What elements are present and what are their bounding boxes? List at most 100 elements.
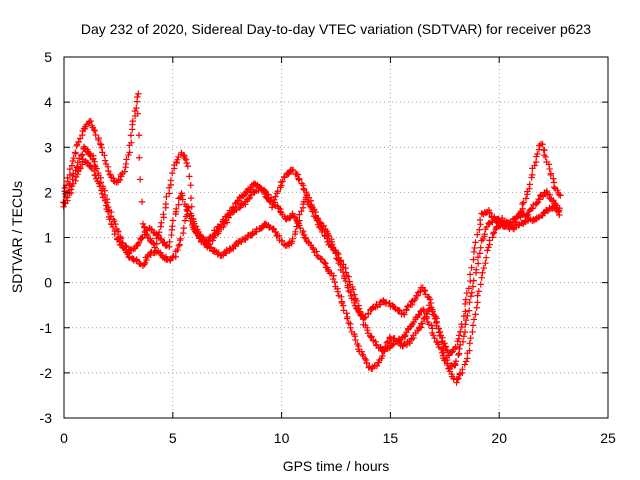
data-point bbox=[135, 90, 142, 97]
data-point bbox=[64, 194, 71, 201]
x-tick-label: 20 bbox=[491, 430, 507, 446]
data-point bbox=[266, 197, 273, 204]
data-point bbox=[469, 322, 477, 329]
data-point bbox=[439, 334, 446, 341]
data-point bbox=[96, 140, 104, 148]
chart-title: Day 232 of 2020, Sidereal Day-to-day VTE… bbox=[81, 21, 591, 37]
data-point bbox=[474, 260, 482, 267]
data-point bbox=[518, 219, 526, 227]
data-points bbox=[59, 90, 564, 386]
data-point bbox=[472, 239, 479, 246]
data-point bbox=[476, 216, 484, 224]
data-point bbox=[486, 237, 493, 244]
data-point bbox=[373, 362, 381, 370]
data-point bbox=[134, 110, 141, 117]
data-point bbox=[536, 142, 543, 149]
data-point bbox=[411, 295, 419, 303]
data-point bbox=[74, 171, 81, 178]
data-point bbox=[334, 256, 342, 263]
data-point bbox=[459, 338, 467, 346]
data-point bbox=[101, 157, 109, 164]
data-point bbox=[431, 315, 439, 322]
y-tick-label: -1 bbox=[40, 320, 53, 336]
x-axis-label: GPS time / hours bbox=[283, 458, 390, 474]
data-point bbox=[188, 203, 196, 210]
data-point bbox=[466, 347, 473, 354]
y-tick-label: 4 bbox=[44, 94, 52, 110]
data-point bbox=[557, 192, 564, 199]
data-point bbox=[76, 135, 84, 142]
data-point bbox=[469, 283, 477, 290]
data-point bbox=[462, 308, 469, 315]
data-point bbox=[382, 298, 390, 306]
data-point bbox=[179, 196, 186, 203]
data-point bbox=[289, 166, 297, 174]
data-point bbox=[452, 358, 460, 365]
data-point bbox=[158, 219, 165, 226]
data-point bbox=[320, 222, 327, 230]
data-point bbox=[455, 375, 462, 382]
data-point bbox=[470, 316, 478, 323]
data-point bbox=[467, 334, 474, 342]
data-point bbox=[467, 293, 475, 300]
data-point bbox=[211, 230, 219, 237]
data-point bbox=[313, 252, 321, 259]
data-point bbox=[172, 253, 179, 261]
y-tick-label: 1 bbox=[44, 230, 52, 246]
data-point bbox=[270, 196, 278, 203]
data-point bbox=[77, 152, 85, 159]
data-point bbox=[115, 235, 122, 242]
data-point bbox=[522, 195, 530, 202]
data-point bbox=[175, 201, 182, 208]
data-point bbox=[441, 340, 448, 347]
data-point bbox=[272, 193, 279, 200]
data-point bbox=[459, 366, 466, 373]
data-point bbox=[477, 281, 484, 288]
data-point bbox=[466, 271, 474, 278]
data-point bbox=[474, 231, 481, 238]
data-point bbox=[116, 176, 124, 184]
data-point bbox=[485, 244, 492, 251]
data-point bbox=[134, 240, 142, 248]
data-point bbox=[421, 286, 429, 294]
data-point bbox=[277, 178, 285, 186]
data-point bbox=[174, 156, 181, 163]
data-point bbox=[479, 269, 486, 276]
data-point bbox=[187, 194, 195, 202]
data-point bbox=[402, 331, 409, 339]
data-point bbox=[300, 185, 307, 192]
data-point bbox=[442, 343, 450, 351]
data-point bbox=[70, 154, 77, 162]
data-point bbox=[121, 246, 129, 253]
data-point bbox=[341, 275, 348, 282]
data-point bbox=[169, 217, 177, 224]
data-point bbox=[188, 212, 195, 219]
data-point bbox=[126, 149, 133, 156]
data-point bbox=[325, 232, 332, 240]
data-point bbox=[296, 217, 303, 224]
data-point bbox=[95, 136, 102, 144]
data-point bbox=[190, 215, 197, 223]
data-point bbox=[184, 163, 192, 170]
data-point bbox=[331, 278, 339, 286]
data-point bbox=[72, 173, 80, 181]
data-point bbox=[142, 259, 149, 267]
data-point bbox=[229, 203, 237, 211]
data-point bbox=[295, 176, 303, 184]
data-point bbox=[95, 180, 103, 187]
x-tick-label: 15 bbox=[383, 430, 399, 446]
data-point bbox=[550, 175, 557, 182]
data-point bbox=[163, 242, 170, 249]
data-point bbox=[169, 254, 176, 261]
data-point bbox=[490, 230, 497, 237]
data-point bbox=[475, 288, 483, 295]
data-point bbox=[121, 168, 128, 175]
data-point bbox=[151, 244, 158, 251]
data-point bbox=[181, 217, 189, 224]
data-point bbox=[136, 260, 143, 267]
data-point bbox=[270, 225, 277, 232]
data-point bbox=[435, 329, 443, 336]
data-point bbox=[165, 190, 173, 197]
data-point bbox=[462, 316, 470, 324]
data-point bbox=[111, 217, 118, 225]
